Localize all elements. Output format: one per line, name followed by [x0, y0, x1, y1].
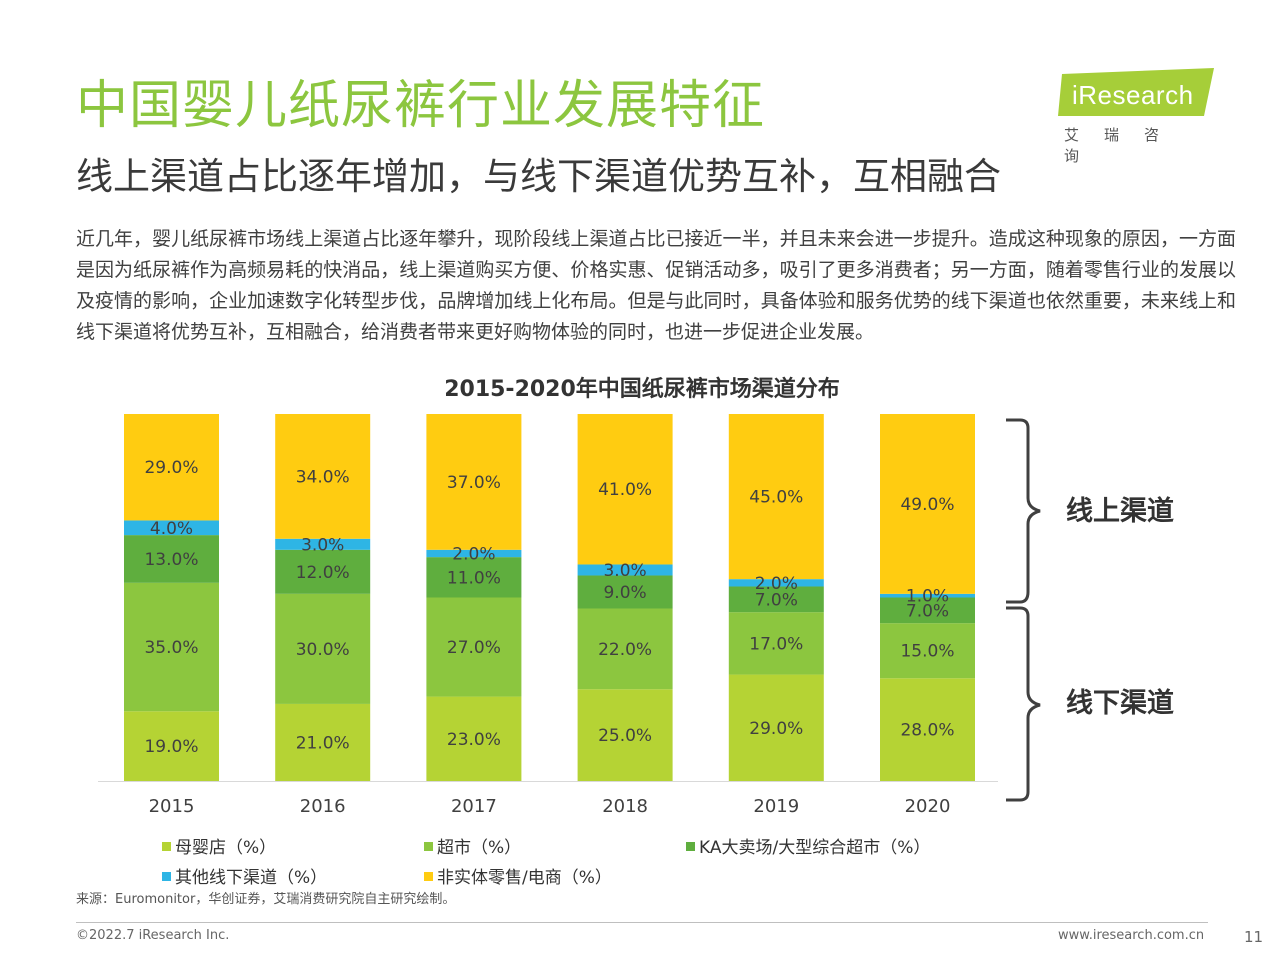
bar-segment-1-2020: [880, 623, 975, 679]
data-label-3-2018: 3.0%: [603, 561, 646, 581]
data-label-3-2016: 3.0%: [301, 535, 344, 555]
data-label-2-2017: 11.0%: [447, 568, 501, 588]
data-label-2-2016: 12.0%: [296, 563, 350, 583]
data-label-3-2020: 1.0%: [906, 587, 949, 607]
data-label-0-2020: 28.0%: [900, 721, 954, 741]
legend-item-supermarket: 超市（%）: [424, 833, 521, 858]
logo-brand-text: iResearch: [1072, 80, 1194, 110]
website-link: www.iresearch.com.cn: [1058, 928, 1205, 943]
data-label-0-2017: 23.0%: [447, 730, 501, 750]
legend-item-ecommerce: 非实体零售/电商（%）: [424, 863, 612, 888]
iresearch-logo: iResearch 艾瑞咨询: [1058, 66, 1218, 165]
page-subtitle: 线上渠道占比逐年增加，与线下渠道优势互补，互相融合: [76, 155, 1001, 198]
x-tick-label-2015: 2015: [149, 796, 195, 817]
legend-swatch: [162, 841, 171, 851]
page-number: 11: [1244, 928, 1264, 946]
x-tick-label-2017: 2017: [451, 796, 497, 817]
bar-segment-4-2016: [275, 414, 371, 539]
bar-segment-0-2018: [577, 689, 673, 781]
bar-segment-0-2020: [880, 678, 975, 781]
data-label-2-2015: 13.0%: [144, 550, 198, 570]
bar-segment-2-2018: [577, 575, 673, 609]
bar-segment-3-2016: [275, 538, 371, 550]
data-label-1-2020: 15.0%: [900, 642, 954, 662]
bar-segment-3-2019: [728, 579, 824, 587]
data-label-4-2017: 37.0%: [447, 473, 501, 493]
logo-banner-icon: [1058, 68, 1214, 116]
data-label-3-2015: 4.0%: [150, 519, 193, 539]
x-tick-label-2020: 2020: [905, 796, 951, 817]
data-label-0-2015: 19.0%: [144, 737, 198, 757]
legend-swatch: [686, 841, 695, 851]
footer-divider: [76, 922, 1208, 923]
page-title: 中国婴儿纸尿裤行业发展特征: [76, 76, 766, 136]
data-label-4-2016: 34.0%: [296, 467, 350, 487]
bar-segment-3-2020: [880, 593, 975, 598]
bar-segment-4-2019: [728, 414, 824, 580]
copyright: ©2022.7 iResearch Inc.: [76, 928, 230, 943]
data-label-4-2018: 41.0%: [598, 480, 652, 500]
legend-swatch: [424, 871, 433, 881]
data-label-1-2017: 27.0%: [447, 638, 501, 658]
offline-channel-label: 线下渠道: [1066, 687, 1174, 719]
data-label-1-2016: 30.0%: [296, 640, 350, 660]
x-tick-label-2016: 2016: [300, 796, 346, 817]
x-tick-label-2018: 2018: [602, 796, 648, 817]
bar-segment-0-2019: [728, 674, 824, 781]
data-label-1-2018: 22.0%: [598, 640, 652, 660]
data-label-3-2017: 2.0%: [452, 544, 495, 564]
bar-segment-2-2016: [275, 549, 371, 594]
description-paragraph: 近几年，婴儿纸尿裤市场线上渠道占比逐年攀升，现阶段线上渠道占比已接近一半，并且未…: [76, 228, 1236, 343]
bar-segment-0-2017: [426, 696, 522, 781]
bar-segment-1-2015: [124, 582, 219, 712]
logo-cn-text: 艾瑞咨询: [1064, 126, 1185, 165]
legend-item-ka-hypermarket: KA大卖场/大型综合超市（%）: [686, 833, 930, 858]
legend-item-other-offline: 其他线下渠道（%）: [162, 863, 327, 888]
legend-item-maternal-store: 母婴店（%）: [162, 833, 276, 858]
data-label-0-2016: 21.0%: [296, 733, 350, 753]
bar-segment-1-2016: [275, 593, 371, 704]
bar-segment-1-2019: [728, 612, 824, 675]
data-label-0-2018: 25.0%: [598, 726, 652, 746]
bar-segment-4-2015: [124, 414, 219, 521]
bar-segment-2-2019: [728, 586, 824, 613]
bar-segment-2-2017: [426, 557, 522, 598]
bar-segment-4-2020: [880, 414, 975, 594]
bar-segment-3-2018: [577, 564, 673, 576]
online-channel-label: 线上渠道: [1066, 495, 1174, 527]
data-label-1-2019: 17.0%: [749, 634, 803, 654]
legend-swatch: [162, 871, 171, 881]
chart-title: 2015-2020年中国纸尿裤市场渠道分布: [444, 376, 840, 402]
bar-segment-1-2017: [426, 597, 522, 697]
data-label-4-2020: 49.0%: [900, 495, 954, 515]
bar-segment-1-2018: [577, 608, 673, 690]
online-brace: [1006, 418, 1041, 604]
bar-segment-0-2016: [275, 703, 371, 781]
data-label-4-2019: 45.0%: [749, 488, 803, 508]
bar-segment-3-2017: [426, 549, 522, 558]
data-label-1-2015: 35.0%: [144, 638, 198, 658]
data-label-4-2015: 29.0%: [144, 458, 198, 478]
x-tick-label-2019: 2019: [753, 796, 799, 817]
data-label-2-2018: 9.0%: [603, 583, 646, 603]
bar-segment-0-2015: [124, 711, 219, 781]
bar-segment-4-2017: [426, 414, 522, 550]
bar-segment-2-2015: [124, 535, 219, 583]
bar-segment-4-2018: [577, 414, 673, 565]
channel-distribution-chart: 2015-2020年中国纸尿裤市场渠道分布 19.0% 35.0% 13.0% 4.0…: [98, 376, 1174, 817]
bar-segment-2-2020: [880, 597, 975, 624]
data-label-2-2020: 7.0%: [906, 601, 949, 621]
offline-brace: [1006, 606, 1041, 802]
data-label-3-2019: 2.0%: [755, 574, 798, 594]
data-label-2-2019: 7.0%: [755, 590, 798, 610]
bar-segment-3-2015: [124, 520, 219, 536]
source-note: 来源：Euromonitor，华创证券，艾瑞消费研究院自主研究绘制。: [76, 892, 456, 907]
legend-swatch: [424, 841, 433, 851]
data-label-0-2019: 29.0%: [749, 719, 803, 739]
